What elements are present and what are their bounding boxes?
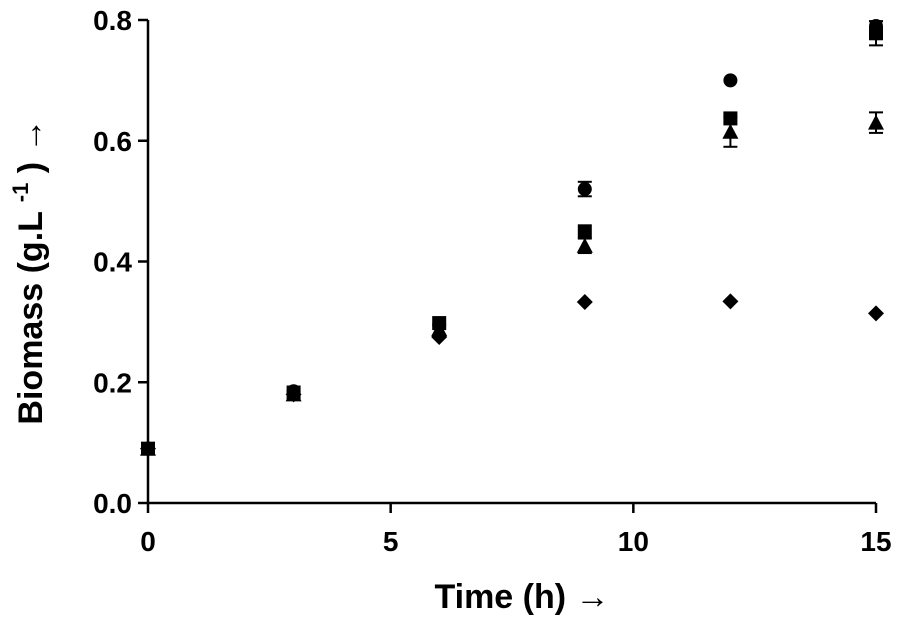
x-tick-label: 10 (618, 526, 649, 557)
data-point-circle (577, 182, 592, 197)
y-tick-label: 0.6 (93, 126, 132, 157)
y-axis-title-superscript: -1 (8, 183, 33, 203)
y-tick-label: 0.2 (93, 367, 132, 398)
series-circle (141, 19, 883, 456)
y-axis-title-tail: ) → (12, 118, 50, 173)
data-point-square (577, 224, 592, 239)
data-point-diamond (722, 293, 739, 310)
data-point-triangle (431, 321, 448, 337)
series-square (141, 20, 883, 456)
ticks: 0.0 0.2 0.4 0.6 0.8 0 5 10 15 (93, 5, 892, 557)
y-tick-label: 0.8 (93, 5, 132, 36)
y-axis-title: Biomass (g.L -1 ) → (0, 118, 50, 424)
axes (146, 20, 876, 505)
y-axis-title-main: Biomass (g.L (12, 212, 50, 425)
y-tick-label: 0.0 (93, 488, 132, 519)
data-point-diamond (285, 386, 302, 403)
data-point-triangle (722, 123, 739, 139)
data-point-diamond (431, 328, 448, 345)
data-point-diamond (868, 305, 884, 322)
x-tick-label: 0 (140, 526, 156, 557)
x-axis-title: Time (h) → (434, 578, 609, 616)
data-point-diamond (576, 293, 593, 310)
data-point-triangle (576, 237, 593, 253)
x-tick-label: 15 (860, 526, 891, 557)
data-point-square (869, 26, 883, 41)
data-point-diamond (140, 440, 156, 457)
series-diamond (140, 293, 884, 457)
data-marks (140, 19, 884, 457)
data-point-triangle (868, 114, 884, 130)
data-point-circle (723, 73, 738, 88)
x-tick-label: 5 (383, 526, 399, 557)
series-triangle (140, 111, 884, 456)
y-tick-label: 0.4 (93, 247, 132, 278)
